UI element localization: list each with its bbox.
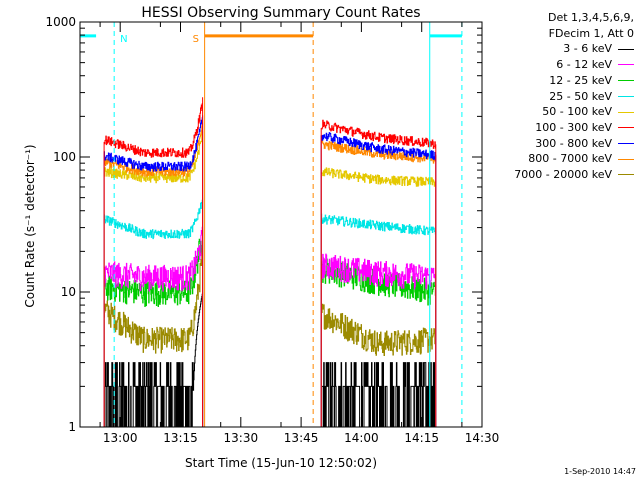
legend-swatch xyxy=(618,111,634,113)
legend-entry: 6 - 12 keV xyxy=(464,57,634,73)
legend-entry-label: 800 - 7000 keV xyxy=(528,152,612,166)
series-line-300-800-kev xyxy=(103,115,204,427)
x-tick-label: 14:30 xyxy=(465,431,500,445)
legend-entry: 100 - 300 keV xyxy=(464,120,634,136)
series-line-7000-20000-kev xyxy=(320,303,437,427)
x-tick-label: 14:00 xyxy=(344,431,379,445)
series-line-100-300-kev xyxy=(320,119,437,427)
legend-swatch xyxy=(618,127,634,129)
legend-swatch xyxy=(618,64,634,66)
series-line-7000-20000-kev xyxy=(103,242,204,427)
series-line-6-12-kev xyxy=(320,253,437,427)
series-layer xyxy=(103,97,437,428)
series-line-50-100-kev xyxy=(320,167,437,427)
legend-entry-label: 100 - 300 keV xyxy=(535,120,612,134)
y-tick-label: 10 xyxy=(61,285,76,299)
x-tick-label: 14:15 xyxy=(404,431,439,445)
x-tick-label: 13:00 xyxy=(103,431,138,445)
legend-entry: 50 - 100 keV xyxy=(464,104,634,120)
legend-entry: 3 - 6 keV xyxy=(464,41,634,57)
legend-rows: 3 - 6 keV 6 - 12 keV 12 - 25 keV 25 - 50 ke… xyxy=(464,41,634,182)
legend: Det 1,3,4,5,6,9, FDecim 1, Att 0 3 - 6 k… xyxy=(464,10,634,183)
date-stamp: 1-Sep-2010 14:47 xyxy=(564,467,636,476)
legend-swatch xyxy=(618,48,634,50)
x-tick-label: 13:30 xyxy=(224,431,259,445)
legend-header-line-1: Det 1,3,4,5,6,9, xyxy=(547,11,634,24)
y-tick-label: 1000 xyxy=(45,15,76,29)
legend-entry-label: 50 - 100 keV xyxy=(542,105,612,119)
legend-entry-label: 6 - 12 keV xyxy=(556,58,612,72)
x-tick-label: 13:15 xyxy=(163,431,198,445)
legend-entry-label: 7000 - 20000 keV xyxy=(514,168,612,182)
series-line-25-50-kev xyxy=(103,197,204,427)
legend-entry-label: 300 - 800 keV xyxy=(535,136,612,150)
y-tick-label: 100 xyxy=(53,150,76,164)
legend-entry-label: 25 - 50 keV xyxy=(549,89,612,103)
legend-swatch xyxy=(618,80,634,82)
series-line-12-25-kev xyxy=(103,229,204,427)
legend-entry: 25 - 50 keV xyxy=(464,89,634,105)
legend-swatch xyxy=(618,142,634,144)
chart-title: HESSI Observing Summary Count Rates xyxy=(141,5,420,21)
x-axis-label: Start Time (15-Jun-10 12:50:02) xyxy=(185,456,377,470)
series-line-6-12-kev xyxy=(103,226,204,427)
legend-entry: 12 - 25 keV xyxy=(464,73,634,89)
legend-entry: 300 - 800 keV xyxy=(464,136,634,152)
legend-swatch xyxy=(618,95,634,97)
legend-entry: 7000 - 20000 keV xyxy=(464,167,634,183)
series-line-3-6-kev xyxy=(320,362,436,428)
legend-entry-label: 3 - 6 keV xyxy=(563,42,612,56)
x-tick-label: 13:45 xyxy=(284,431,319,445)
legend-entry-label: 12 - 25 keV xyxy=(549,73,612,87)
legend-swatch xyxy=(618,158,634,160)
series-line-12-25-kev xyxy=(320,258,437,427)
legend-entry: 800 - 7000 keV xyxy=(464,151,634,167)
axis-layer: 1 10 100 1000 13:00 13:15 13:30 13:45 14:00 14:15… xyxy=(45,15,499,445)
series-line-300-800-kev xyxy=(320,132,437,427)
series-line-25-50-kev xyxy=(320,213,437,427)
y-axis-label: Count Rate (s⁻¹ detector⁻¹) xyxy=(23,144,37,307)
y-tick-label: 1 xyxy=(68,420,76,434)
series-line-100-300-kev xyxy=(103,97,204,427)
legend-swatch xyxy=(618,174,634,176)
flag-label-s: S xyxy=(193,34,199,45)
legend-header-line-2: FDecim 1, Att 0 xyxy=(548,26,634,40)
series-line-50-100-kev xyxy=(103,131,204,427)
flag-label-n: N xyxy=(120,34,127,45)
